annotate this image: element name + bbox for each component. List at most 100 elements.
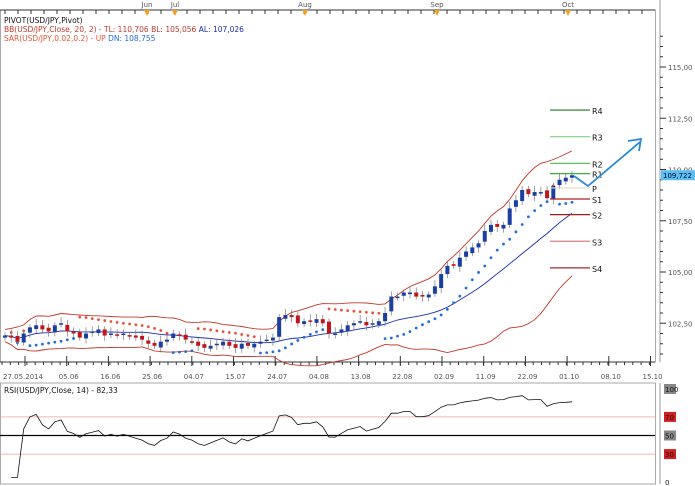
candle-body <box>77 331 82 338</box>
candle-body <box>258 341 263 344</box>
candle-body <box>333 333 338 335</box>
candle-body <box>59 323 64 325</box>
sar-dot <box>539 204 543 208</box>
date-tick-label: 05.06 <box>59 373 80 381</box>
date-tick-label: 24.07 <box>267 373 287 381</box>
sar-dot <box>283 346 287 350</box>
month-label: Sep <box>430 1 444 9</box>
legend-bb-tl: TL: 110,706 <box>104 25 149 34</box>
sar-dot <box>78 315 82 319</box>
candle-body <box>314 319 319 323</box>
candle-body <box>538 192 543 194</box>
sar-dot <box>103 319 107 322</box>
sar-dot <box>333 308 337 311</box>
sar-dot <box>464 286 468 290</box>
sar-dot <box>564 202 568 205</box>
date-tick-label: 27.05.2014 <box>3 373 44 381</box>
sar-dot <box>377 311 381 315</box>
candle-body <box>551 185 556 200</box>
candle-body <box>532 192 537 196</box>
candle-body <box>470 247 475 254</box>
month-marker <box>302 10 308 16</box>
sar-dot <box>526 215 530 219</box>
price-tick-label: 107,50 <box>668 218 693 226</box>
sar-dot <box>427 320 431 324</box>
pivot-label-R1: R1 <box>592 171 603 180</box>
sar-dot <box>421 323 424 327</box>
candle-body <box>9 335 14 338</box>
month-label: Oct <box>562 1 574 9</box>
candle-body <box>133 335 138 338</box>
candle-body <box>221 341 226 346</box>
sar-dot <box>346 309 350 313</box>
pivot-label-R3: R3 <box>592 134 603 143</box>
sar-dot <box>433 317 437 321</box>
sar-dot <box>396 334 399 338</box>
candle-body <box>495 224 500 227</box>
sar-dot <box>495 248 499 252</box>
sar-dot <box>265 351 269 355</box>
candle-body <box>252 343 257 348</box>
sar-dot <box>178 350 181 354</box>
sar-dot <box>59 339 63 343</box>
candle-body <box>277 317 282 337</box>
legend-pivot: PIVOT(USD/JPY,Pivot) <box>4 16 83 25</box>
sar-dot <box>489 256 493 260</box>
candle-body <box>183 334 188 340</box>
sar-dot <box>209 328 213 332</box>
sar-dot <box>558 202 561 206</box>
candle-body <box>202 344 207 348</box>
candle-body <box>302 321 307 325</box>
month-marker <box>565 10 571 16</box>
candle-body <box>445 265 450 275</box>
candle-body <box>327 321 331 334</box>
legend-sar-dn: DN: 108,755 <box>108 34 156 43</box>
candle-body <box>40 325 45 330</box>
candle-body <box>196 341 201 346</box>
candle-body <box>451 264 456 266</box>
candle-body <box>71 331 76 334</box>
sar-dot <box>383 337 387 341</box>
candle-body <box>557 179 562 186</box>
candle-body <box>308 320 313 322</box>
date-tick-label: 01.10 <box>559 373 579 381</box>
price-tick-label: 115,00 <box>668 64 693 72</box>
forecast-arrow <box>573 141 641 188</box>
candle-body <box>108 333 113 335</box>
candle-body <box>482 231 487 242</box>
candle-body <box>152 342 157 346</box>
sar-dot <box>47 341 51 345</box>
sar-dot <box>53 340 57 344</box>
candle-body <box>389 296 394 312</box>
forecast-arrowhead <box>627 137 643 152</box>
candle-body <box>513 200 518 207</box>
last-price-badge <box>661 170 695 181</box>
date-tick-label: 02.09 <box>434 373 454 381</box>
pivot-label-R2: R2 <box>592 160 603 169</box>
candle-body <box>283 315 288 319</box>
sar-dot <box>259 351 262 355</box>
candle-body <box>370 323 375 325</box>
rsi-tick-badge <box>664 449 676 460</box>
date-tick-label: 11.09 <box>476 373 496 381</box>
candle-body <box>246 342 250 346</box>
sar-dot <box>196 327 200 330</box>
month-label: Aug <box>298 1 312 9</box>
sar-dot <box>234 331 237 335</box>
date-tick-label: 15.07 <box>226 373 246 381</box>
candle-body <box>426 294 431 298</box>
date-tick-label: 22.09 <box>517 373 537 381</box>
candle-body <box>264 339 269 342</box>
sar-dot <box>109 320 113 323</box>
candle-body <box>270 337 275 341</box>
bb-lower-line <box>4 275 573 367</box>
sar-dot <box>72 337 75 340</box>
legend-bb-al: AL: 107,026 <box>198 25 244 34</box>
sar-dot <box>302 335 306 339</box>
sar-dot <box>508 237 512 241</box>
sar-dot <box>271 350 275 354</box>
sar-dot <box>140 324 144 327</box>
sar-dot <box>121 321 125 325</box>
candle-body <box>364 322 369 326</box>
